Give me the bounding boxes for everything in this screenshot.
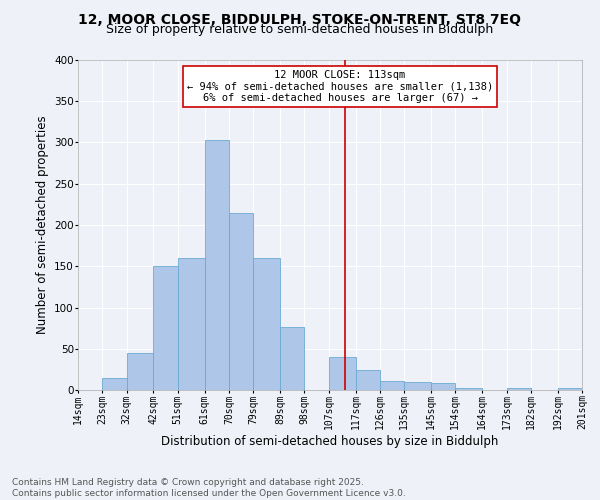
Bar [253,258,280,390]
Bar [431,384,455,390]
Bar [329,357,356,390]
Text: Size of property relative to semi-detached houses in Biddulph: Size of property relative to semi-detach… [106,22,494,36]
Bar [154,266,178,390]
Bar [506,388,531,390]
Bar [455,388,482,390]
Bar [356,370,380,390]
Text: 12 MOOR CLOSE: 113sqm
← 94% of semi-detached houses are smaller (1,138)
6% of se: 12 MOOR CLOSE: 113sqm ← 94% of semi-deta… [187,70,493,103]
Bar [229,212,253,390]
X-axis label: Distribution of semi-detached houses by size in Biddulph: Distribution of semi-detached houses by … [161,435,499,448]
Text: 12, MOOR CLOSE, BIDDULPH, STOKE-ON-TRENT, ST8 7EQ: 12, MOOR CLOSE, BIDDULPH, STOKE-ON-TRENT… [79,12,521,26]
Y-axis label: Number of semi-detached properties: Number of semi-detached properties [35,116,49,334]
Bar [404,382,431,390]
Bar [380,381,404,390]
Bar [280,328,304,390]
Bar [178,258,205,390]
Bar [102,378,127,390]
Bar [558,388,582,390]
Bar [127,353,154,390]
Text: Contains HM Land Registry data © Crown copyright and database right 2025.
Contai: Contains HM Land Registry data © Crown c… [12,478,406,498]
Bar [205,140,229,390]
